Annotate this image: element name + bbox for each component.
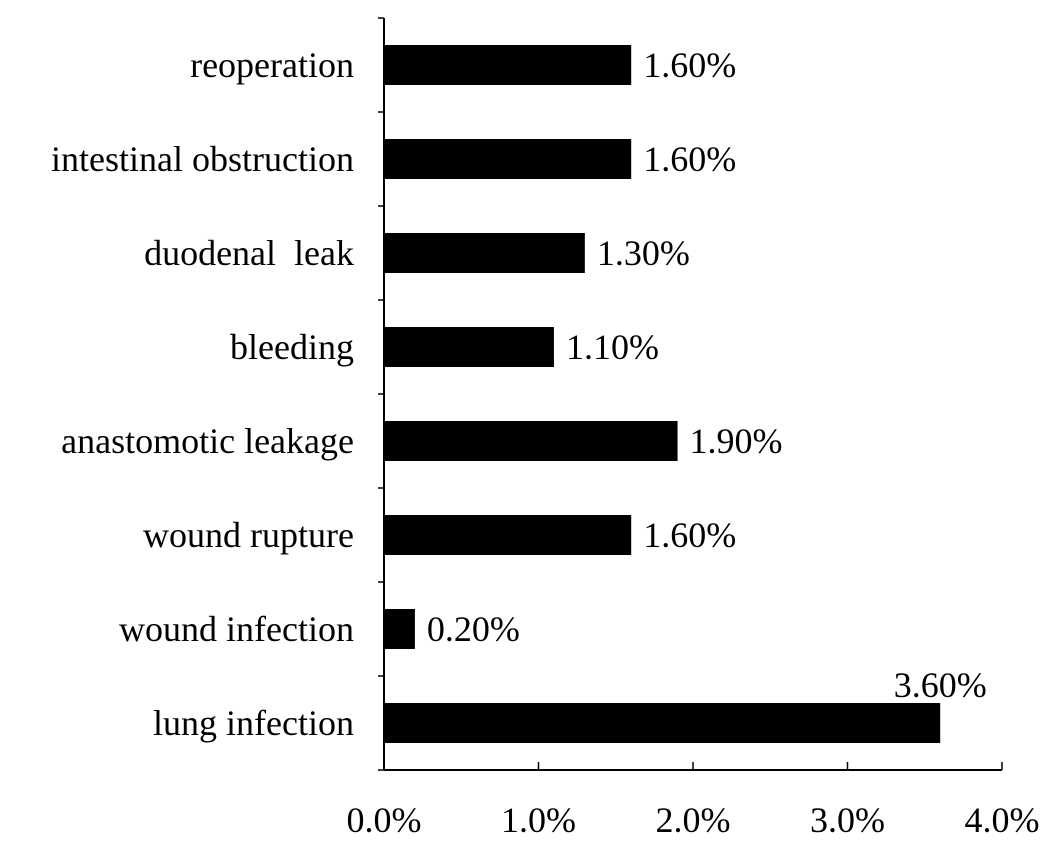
category-label-bleeding: bleeding: [230, 327, 354, 367]
data-label-wound-rupture: 1.60%: [643, 515, 736, 555]
category-label-duodenal-leak: duodenal leak: [144, 233, 354, 273]
x-tick-label: 2.0%: [656, 800, 731, 840]
axes-layer: [378, 17, 1003, 771]
data-label-wound-infection: 0.20%: [427, 609, 520, 649]
category-label-lung-infection: lung infection: [153, 703, 354, 743]
bar-lung-infection: [384, 703, 941, 743]
category-label-wound-infection: wound infection: [119, 609, 354, 649]
category-label-reoperation: reoperation: [190, 45, 354, 85]
data-label-lung-infection: 3.60%: [894, 665, 987, 705]
data-label-reoperation: 1.60%: [643, 45, 736, 85]
x-tick-label: 0.0%: [347, 800, 422, 840]
bar-wound-rupture: [384, 515, 632, 555]
data-label-anastomotic-leakage: 1.90%: [690, 421, 783, 461]
labels-layer: reoperation 1.60% intestinal obstruction 1.…: [51, 45, 1039, 840]
category-label-intestinal-obstruction: intestinal obstruction: [51, 139, 354, 179]
bar-duodenal-leak: [384, 233, 585, 273]
x-tick-label: 4.0%: [965, 800, 1040, 840]
data-label-bleeding: 1.10%: [566, 327, 659, 367]
category-label-anastomotic-leakage: anastomotic leakage: [61, 421, 354, 461]
data-label-intestinal-obstruction: 1.60%: [643, 139, 736, 179]
bar-wound-infection: [384, 609, 415, 649]
bar-intestinal-obstruction: [384, 139, 632, 179]
bars-layer: [384, 45, 941, 743]
bar-reoperation: [384, 45, 632, 85]
x-tick-label: 1.0%: [501, 800, 576, 840]
data-label-duodenal-leak: 1.30%: [597, 233, 690, 273]
bar-anastomotic-leakage: [384, 421, 678, 461]
bar-bleeding: [384, 327, 554, 367]
x-tick-label: 3.0%: [810, 800, 885, 840]
category-label-wound-rupture: wound rupture: [143, 515, 354, 555]
